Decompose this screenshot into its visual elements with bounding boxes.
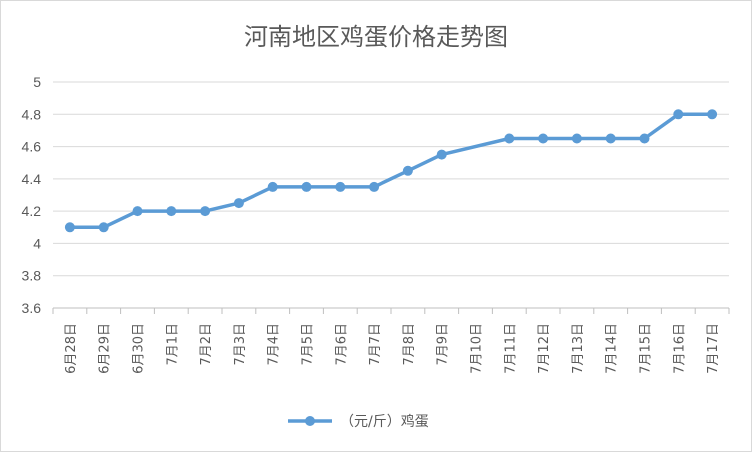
x-tick-label: 7月2日 — [199, 323, 214, 366]
data-point — [504, 133, 515, 144]
y-tick-label: 4.4 — [22, 171, 42, 187]
x-tick-label: 7月5日 — [301, 323, 316, 366]
data-point — [64, 222, 75, 233]
y-tick-label: 3.6 — [22, 300, 42, 316]
data-point — [267, 181, 278, 192]
x-tick-label: 7月7日 — [368, 323, 383, 366]
data-point — [605, 133, 616, 144]
x-tick-label: 7月9日 — [436, 323, 451, 366]
y-tick-label: 5 — [33, 74, 41, 90]
y-tick-label: 4.6 — [22, 139, 42, 155]
x-tick-label: 7月6日 — [334, 323, 349, 366]
x-tick-label: 6月28日 — [64, 323, 79, 374]
x-tick-label: 7月17日 — [706, 323, 721, 374]
x-tick-label: 7月3日 — [233, 323, 248, 366]
x-tick-label: 7月16日 — [672, 323, 687, 374]
data-point — [538, 133, 549, 144]
y-tick-label: 3.8 — [22, 268, 42, 284]
data-point — [200, 206, 211, 217]
x-tick-label: 6月29日 — [98, 323, 113, 374]
data-point — [132, 206, 143, 217]
x-tick-label: 7月8日 — [402, 323, 417, 366]
x-tick-label: 7月4日 — [267, 323, 282, 366]
data-point — [673, 109, 684, 120]
x-tick-label: 7月11日 — [503, 323, 518, 374]
x-tick-label: 6月30日 — [132, 323, 147, 374]
x-axis: 6月28日 6月29日 6月30日 7月1日 7月2日 7月3日 7月4日 7月5日 7月6日 7… — [52, 307, 730, 374]
data-point — [707, 109, 718, 120]
data-point — [402, 165, 413, 176]
data-point — [233, 198, 244, 209]
series-line — [69, 112, 713, 230]
y-tick-label: 4.2 — [22, 203, 42, 219]
chart-title: 河南地区鸡蛋价格走势图 — [244, 23, 508, 51]
x-tick-label: 7月10日 — [470, 323, 485, 374]
data-point — [166, 206, 177, 217]
data-point — [301, 181, 312, 192]
data-point — [98, 222, 109, 233]
data-point — [335, 181, 346, 192]
x-tick-label: 7月1日 — [165, 323, 180, 366]
legend-label: （元/斤）鸡蛋 — [340, 413, 429, 430]
series-layer — [64, 109, 718, 233]
data-point — [369, 181, 380, 192]
x-tick-label: 7月13日 — [571, 323, 586, 374]
data-point — [436, 149, 447, 160]
data-point — [571, 133, 582, 144]
y-axis-ticks: 3.6 3.8 4 4.2 4.4 4.6 4.8 5 — [22, 74, 42, 316]
x-tick-label: 7月15日 — [639, 323, 654, 374]
x-tick-label: 7月12日 — [537, 323, 552, 374]
data-point — [639, 133, 650, 144]
gridlines — [53, 81, 729, 309]
y-tick-label: 4.8 — [22, 106, 42, 122]
legend: （元/斤）鸡蛋 — [288, 413, 429, 430]
x-tick-label: 7月14日 — [605, 323, 620, 374]
legend-marker — [305, 416, 315, 426]
y-tick-label: 4 — [33, 235, 41, 251]
